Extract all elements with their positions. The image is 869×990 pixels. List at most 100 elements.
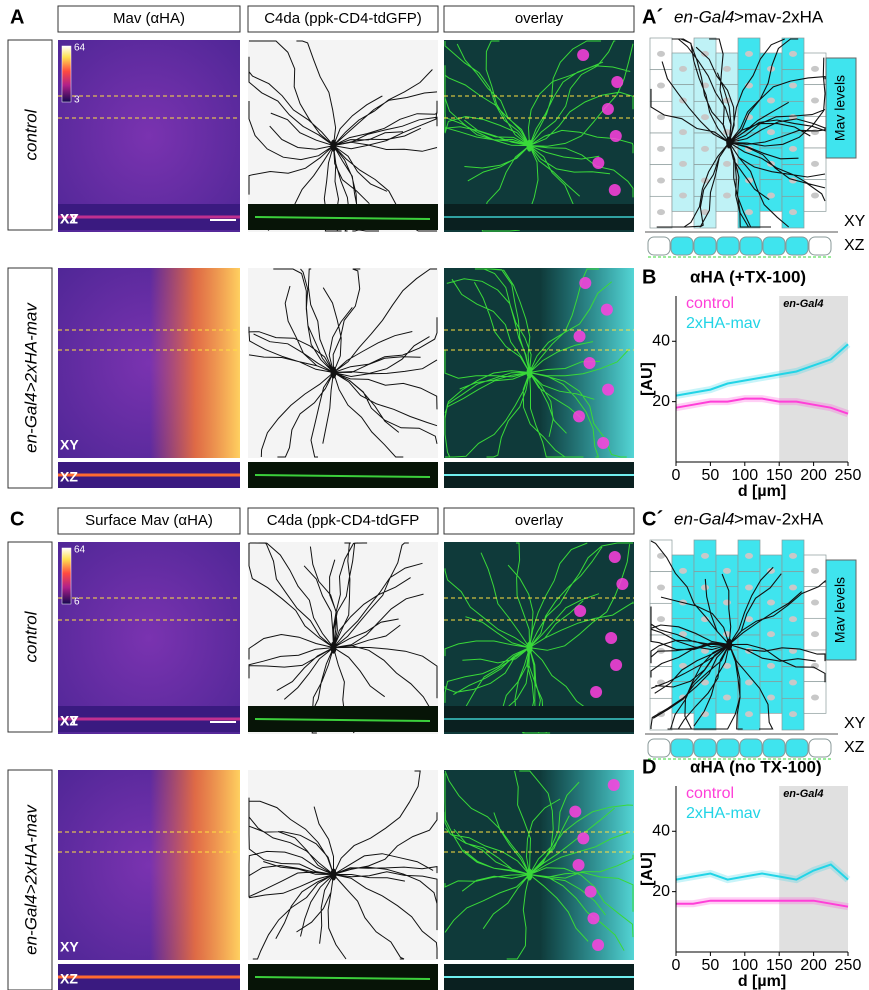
shaded-region (779, 296, 848, 462)
cell-nucleus (811, 631, 819, 637)
cell-nucleus (789, 680, 797, 686)
cell-nucleus (745, 51, 753, 57)
cell-nucleus (657, 178, 665, 184)
panel-letter: A (10, 6, 24, 28)
cell-nucleus (657, 585, 665, 591)
cell-nucleus (767, 663, 775, 669)
cell-nucleus (789, 146, 797, 152)
x-tick-label: 100 (731, 467, 758, 484)
nucleus (574, 605, 586, 617)
soma (726, 639, 732, 651)
xz-cell (648, 739, 670, 757)
colorbar (62, 46, 71, 102)
cell-nucleus (811, 695, 819, 701)
cell-nucleus (767, 695, 775, 701)
legend-entry: control (686, 295, 734, 312)
nucleus (592, 939, 604, 951)
nucleus (574, 330, 586, 342)
chart-title: αHA (no TX-100) (690, 757, 822, 776)
cell-nucleus (679, 66, 687, 72)
nucleus (590, 686, 602, 698)
xz-cell (694, 237, 716, 255)
nucleus (608, 779, 620, 791)
shade-label: en-Gal4 (783, 788, 823, 800)
cell-nucleus (767, 631, 775, 637)
nucleus (587, 912, 599, 924)
nucleus (605, 632, 617, 644)
cell-nucleus (789, 83, 797, 89)
legend-entry: 2xHA-mav (686, 805, 761, 822)
cell-nucleus (811, 193, 819, 199)
column-header: C4da (ppk-CD4-tdGFP (267, 512, 420, 529)
soma (331, 869, 337, 881)
colorbar-min: 6 (74, 597, 80, 608)
y-axis-label: [AU] (639, 362, 656, 396)
x-axis-label: d [µm] (738, 973, 786, 990)
figure: AMav (αHA)C4da (ppk-CD4-tdGFP)overlaycon… (0, 0, 869, 990)
nucleus (592, 157, 604, 169)
cell-nucleus (679, 193, 687, 199)
x-tick-label: 100 (731, 957, 758, 974)
cell-nucleus (811, 98, 819, 104)
xz-cell (671, 739, 693, 757)
cell-nucleus (723, 600, 731, 606)
cell-nucleus (811, 66, 819, 72)
expression-zone (150, 770, 240, 960)
panel-letter: A´ (642, 6, 663, 28)
view-label: XZ (60, 469, 78, 485)
nucleus (609, 551, 621, 563)
cell-nucleus (745, 209, 753, 215)
cell-nucleus (679, 568, 687, 574)
micrograph (248, 770, 438, 960)
shade-label: en-Gal4 (783, 298, 823, 310)
panel-letter: C (10, 508, 24, 530)
soma (527, 367, 533, 379)
cell-nucleus (767, 98, 775, 104)
cell-nucleus (701, 114, 709, 120)
panel-letter: C´ (642, 508, 663, 530)
soma (726, 137, 732, 149)
colorbar-max: 64 (74, 43, 86, 54)
soma (331, 642, 337, 654)
cell-nucleus (811, 129, 819, 135)
cell-nucleus (701, 553, 709, 559)
view-label: XZ (60, 211, 78, 227)
cell-nucleus (679, 129, 687, 135)
x-tick-label: 150 (766, 957, 793, 974)
cell-nucleus (745, 553, 753, 559)
column-header: C4da (ppk-CD4-tdGFP) (264, 10, 422, 27)
row-label: control (21, 610, 40, 662)
xz-cell (740, 739, 762, 757)
xz-cell (809, 739, 831, 757)
view-label: XZ (60, 713, 78, 729)
schematic-title: >mav-2xHA (734, 509, 824, 528)
cell-nucleus (723, 695, 731, 701)
nucleus (577, 49, 589, 61)
cell-nucleus (657, 209, 665, 215)
nucleus (610, 130, 622, 142)
xz-cell (763, 739, 785, 757)
xz-cell (671, 237, 693, 255)
cell-nucleus (723, 66, 731, 72)
x-tick-label: 200 (800, 467, 827, 484)
view-label: XY (60, 939, 79, 955)
cell-nucleus (811, 161, 819, 167)
micrograph (58, 542, 240, 734)
nucleus (602, 103, 614, 115)
micrograph (58, 40, 240, 232)
nucleus (597, 437, 609, 449)
soma (527, 642, 533, 654)
cell-nucleus (789, 616, 797, 622)
nucleus (573, 410, 585, 422)
nucleus (610, 659, 622, 671)
row-label: en-Gal4>2xHA-mav (21, 302, 40, 453)
view-label: XZ (844, 237, 865, 254)
micrograph (248, 268, 438, 458)
nucleus (573, 859, 585, 871)
xz-cell (809, 237, 831, 255)
nucleus (601, 304, 613, 316)
colorbar-max: 64 (74, 545, 86, 556)
xz-cell (786, 237, 808, 255)
cell-nucleus (789, 585, 797, 591)
xz-cell (648, 237, 670, 255)
